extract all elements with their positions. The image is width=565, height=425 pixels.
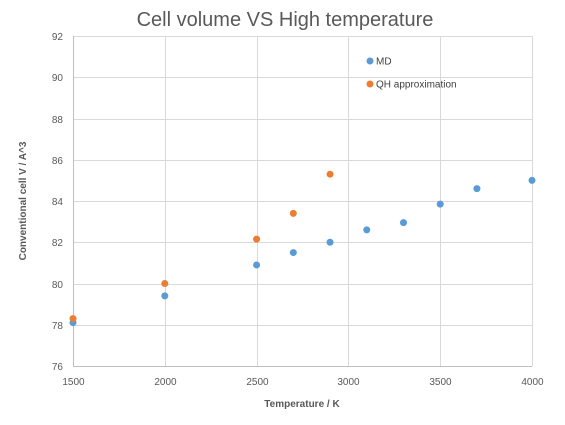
x-tick-label: 3000 — [337, 377, 360, 388]
y-tick-label: 92 — [52, 32, 64, 43]
x-tick-label: 1500 — [62, 377, 85, 388]
x-tick-label: 2000 — [154, 377, 177, 388]
y-tick-label: 82 — [52, 238, 64, 249]
qh-approximation-point — [253, 235, 261, 243]
md-point — [399, 219, 407, 227]
y-tick-label: 88 — [52, 115, 64, 126]
legend-label-qh-approximation: QH approximation — [376, 80, 457, 91]
md-point — [161, 292, 169, 300]
legend: MD QH approximation — [366, 57, 457, 91]
y-tick-label: 76 — [52, 362, 64, 373]
y-tick-label: 90 — [52, 73, 64, 84]
y-tick-label: 86 — [52, 156, 64, 167]
legend-label-md: MD — [376, 57, 392, 68]
md-point — [253, 261, 261, 269]
qh-approximation-point — [161, 280, 169, 287]
legend-marker-qh-approximation — [366, 80, 374, 88]
y-tick-label: 78 — [52, 321, 64, 332]
y-axis-title: Conventional cell V / A^3 — [18, 141, 29, 260]
md-point — [289, 249, 297, 257]
x-tick-label: 3500 — [429, 377, 452, 388]
qh-approximation-point — [69, 315, 77, 323]
tick-labels: 76 78 80 82 84 86 88 90 92 1500 2000 2500 3000 3500 40… — [52, 32, 544, 388]
x-tick-label: 2500 — [246, 377, 269, 388]
legend-marker-md — [366, 57, 374, 65]
md-point — [326, 238, 334, 246]
x-axis-title: Temperature / K — [264, 399, 340, 410]
md-point — [436, 200, 444, 208]
x-tick-label: 4000 — [521, 377, 544, 388]
chart-title: Cell volume VS High temperature — [137, 9, 434, 31]
y-tick-label: 84 — [52, 197, 64, 208]
y-tick-label: 80 — [52, 280, 64, 291]
qh-approximation-point — [326, 170, 334, 178]
md-point — [363, 226, 371, 234]
qh-approximation-point — [289, 209, 297, 217]
data-points — [69, 170, 536, 327]
md-point — [528, 176, 536, 184]
md-point — [473, 185, 481, 193]
